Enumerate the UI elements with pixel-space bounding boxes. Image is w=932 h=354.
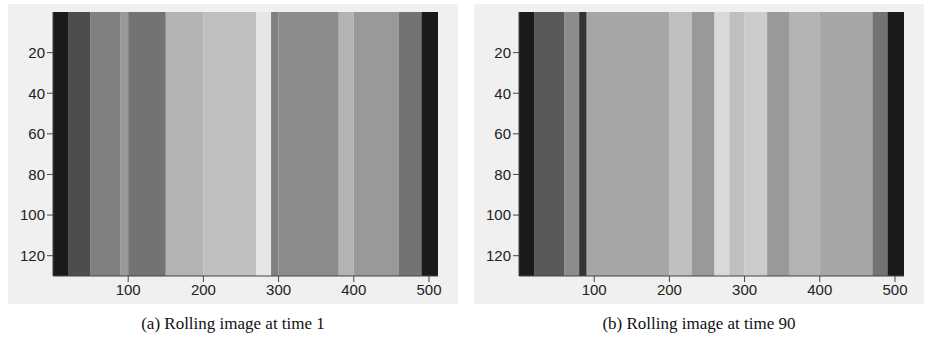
svg-text:60: 60 <box>494 125 511 142</box>
svg-text:400: 400 <box>807 281 832 298</box>
svg-text:80: 80 <box>494 166 511 183</box>
svg-text:500: 500 <box>416 281 441 298</box>
svg-text:20: 20 <box>28 44 45 61</box>
svg-text:60: 60 <box>28 125 45 142</box>
svg-text:300: 300 <box>732 281 757 298</box>
svg-text:400: 400 <box>341 281 366 298</box>
html-text:(b) Rolling image at time 90: (b) Rolling image at time 90 <box>602 314 796 333</box>
svg-text:80: 80 <box>28 166 45 183</box>
svg-text:300: 300 <box>266 281 291 298</box>
svg-text:100: 100 <box>116 281 141 298</box>
svg-text:100: 100 <box>20 206 45 223</box>
svg-text:500: 500 <box>882 281 907 298</box>
svg-text:100: 100 <box>582 281 607 298</box>
svg-text:20: 20 <box>494 44 511 61</box>
svg-text:200: 200 <box>657 281 682 298</box>
svg-text:40: 40 <box>28 85 45 102</box>
svg-text:200: 200 <box>191 281 216 298</box>
svg-text:120: 120 <box>20 247 45 264</box>
svg-text:120: 120 <box>486 247 511 264</box>
svg-text:100: 100 <box>486 206 511 223</box>
svg-text:40: 40 <box>494 85 511 102</box>
html-text:(a) Rolling image at time 1: (a) Rolling image at time 1 <box>141 314 325 333</box>
